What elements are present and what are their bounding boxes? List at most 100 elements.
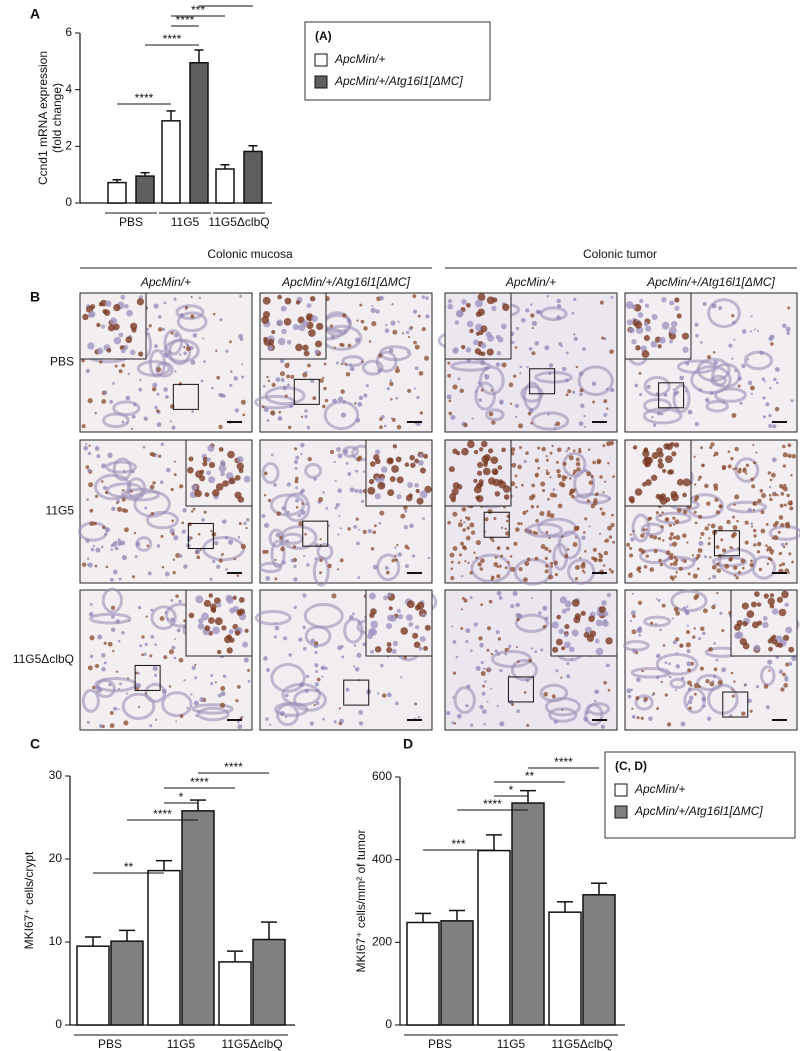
inset-nucleus [448,466,455,473]
inset-nucleus [466,440,475,449]
nucleus [450,414,456,420]
nucleus [467,561,470,564]
nucleus [279,710,285,716]
inset-nucleus [392,640,399,647]
nucleus [110,548,114,551]
nucleus [672,640,677,645]
nucleus [676,508,682,513]
nucleus [661,511,664,514]
nucleus [367,529,373,534]
nucleus [96,454,101,459]
nucleus [322,491,325,494]
nucleus [753,534,757,538]
nucleus [641,669,644,673]
nucleus [149,724,153,728]
nucleus [460,541,465,546]
nucleus [680,558,684,562]
nucleus [674,519,680,524]
inset-nucleus [412,632,419,639]
inset-nucleus [199,469,205,475]
nucleus [405,330,410,335]
bar [76,945,110,1026]
inset-nucleus [595,647,604,656]
nucleus [575,365,579,369]
nucleus [122,469,126,473]
inset-nucleus [456,310,464,317]
nucleus [495,362,501,367]
nucleus [139,644,143,648]
nucleus [761,493,767,499]
nucleus [338,396,344,402]
nucleus [147,571,152,576]
inset-nucleus [475,495,481,501]
inset-nucleus [674,297,680,303]
inset-nucleus [370,620,379,629]
nucleus [600,724,605,729]
nucleus [452,511,458,517]
inset-nucleus [569,646,575,653]
nucleus [117,541,123,547]
nucleus [505,519,509,523]
nucleus [669,552,674,557]
x-tick-label: 11G5 [171,215,200,229]
nucleus [694,421,700,427]
nucleus [477,381,481,385]
nucleus [508,382,514,388]
nucleus [315,701,320,706]
nucleus [184,308,187,311]
nucleus [734,494,740,500]
inset-nucleus [651,313,658,321]
inset-nucleus [311,315,318,322]
nucleus [704,555,708,559]
nucleus [199,697,205,702]
nucleus [605,538,610,543]
nucleus [293,564,297,569]
micrograph [624,439,800,584]
nucleus [451,625,454,628]
inset-nucleus [674,305,680,311]
nucleus [349,402,352,406]
nucleus [242,413,246,417]
nucleus [118,682,122,686]
nucleus [484,374,487,377]
nucleus [121,420,125,424]
nucleus [423,355,430,361]
nucleus [699,666,704,671]
nucleus [297,513,301,518]
nucleus [229,383,233,387]
nucleus [768,494,772,497]
inset-nucleus [206,457,211,462]
nucleus [102,485,108,491]
nucleus [685,361,690,366]
nucleus [565,393,569,397]
nucleus [266,375,269,379]
nucleus [264,549,269,554]
inset-nucleus [415,488,420,494]
nucleus [662,539,665,542]
bar [406,921,440,1026]
nucleus [707,716,712,721]
nucleus [161,565,165,569]
inset-nucleus [671,451,677,457]
nucleus [135,683,141,689]
nucleus [146,544,150,547]
inset-nucleus [664,455,673,464]
inset-nucleus [188,612,195,619]
nucleus [471,417,474,420]
nucleus [496,704,499,708]
nucleus [512,590,518,597]
nucleus [705,679,710,684]
nucleus [578,447,582,451]
nucleus [637,600,643,605]
y-tick-label: 20 [49,851,63,865]
nucleus [219,318,223,322]
inset-nucleus [661,321,670,330]
nucleus [544,345,550,351]
nucleus [211,532,217,537]
inset-nucleus [118,332,124,338]
crypt [640,522,664,537]
nucleus [327,563,332,569]
nucleus [425,314,430,319]
nucleus [280,359,285,364]
nucleus [759,350,764,355]
